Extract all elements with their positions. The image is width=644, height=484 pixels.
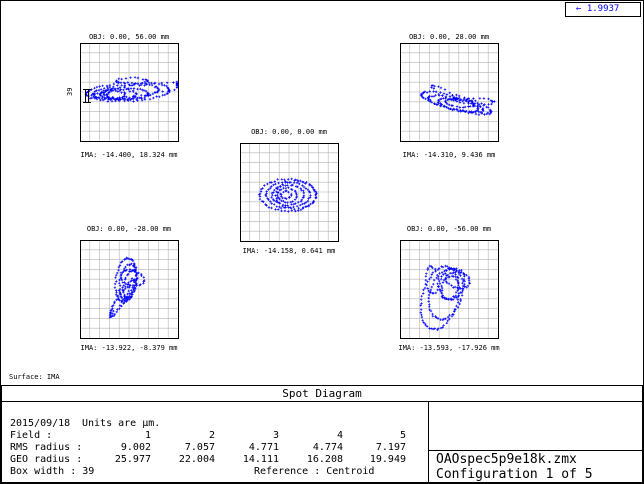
wavelength-badge-frame [565, 2, 641, 17]
surface-label: Surface: IMA [9, 373, 60, 381]
info-geo-label: GEO radius : [10, 454, 83, 465]
spot-grid-1 [80, 43, 178, 141]
info-fields-2: 2 [208, 430, 215, 441]
spot-grid-2 [400, 43, 498, 141]
spot-5-obj-label: OBJ: 0.00, -56.00 mm [406, 225, 492, 233]
scale-bar [83, 89, 91, 103]
spot-3-ima-label: IMA: -14.158, 0.641 mm [242, 247, 336, 255]
info-rms-4: 4.774 [312, 442, 343, 453]
footer-frame [1, 385, 643, 483]
info-field-label: Field : [10, 430, 53, 441]
info-rms-2: 7.057 [184, 442, 215, 453]
info-fields-5: 5 [399, 430, 406, 441]
spot-box-5 [400, 240, 499, 339]
spot-box-2 [400, 43, 499, 142]
spot-points-4 [108, 256, 146, 319]
info-date: 2015/09/18 [10, 418, 71, 429]
spot-4-obj-label: OBJ: 0.00, -28.00 mm [86, 225, 172, 233]
info-geo-5: 19.949 [369, 454, 406, 465]
wavelength-badge: ← 1.9937 [576, 4, 620, 14]
spot-box-4 [80, 240, 179, 339]
spot-frame-3 [240, 143, 339, 242]
info-box-label: Box width : 39 [10, 466, 95, 477]
spot-frame-1 [80, 43, 179, 142]
spot-2-ima-label: IMA: -14.310, 9.436 mm [402, 151, 496, 159]
info-rms-5: 7.197 [375, 442, 406, 453]
spot-points-3 [258, 177, 318, 213]
info-fields-4: 4 [336, 430, 343, 441]
info-geo-4: 16.208 [306, 454, 343, 465]
info-fields-1: 1 [144, 430, 151, 441]
spot-4-ima-label: IMA: -13.922, -8.379 mm [80, 344, 178, 352]
spot-grid-4 [80, 240, 178, 338]
info-fields-3: 3 [272, 430, 279, 441]
info-rms-1: 9.002 [120, 442, 151, 453]
info-geo-1: 25.977 [114, 454, 151, 465]
spot-frame-5 [400, 240, 499, 339]
spot-frame-2 [400, 43, 499, 142]
spot-points-5 [419, 264, 471, 332]
spot-5-ima-label: IMA: -13.593, -17.926 mm [398, 344, 500, 352]
spot-box-1 [80, 43, 179, 142]
spot-1-ima-label: IMA: -14.400, 18.324 mm [80, 151, 178, 159]
filename: OAOspec5p9e18k.zmx [436, 452, 577, 467]
footer-title: Spot Diagram [282, 387, 362, 400]
info-units: Units are µm. [82, 418, 161, 429]
spot-1-obj-label: OBJ: 0.00, 56.00 mm [88, 33, 170, 41]
scale-bar-label: 39 [66, 87, 74, 96]
spot-2-obj-label: OBJ: 0.00, 28.00 mm [408, 33, 490, 41]
info-geo-2: 22.004 [178, 454, 215, 465]
spot-3-obj-label: OBJ: 0.00, 0.00 mm [251, 128, 327, 136]
info-reference-label: Reference : Centroid [254, 466, 375, 477]
spot-points-1 [84, 76, 179, 103]
spot-box-3 [240, 143, 339, 242]
spot-grid-5 [400, 240, 498, 338]
info-rms-3: 4.771 [248, 442, 279, 453]
spot-frame-4 [80, 240, 179, 339]
info-geo-3: 14.111 [242, 454, 279, 465]
info-rms-label: RMS radius : [10, 442, 83, 453]
spot-points-2 [419, 84, 496, 116]
configuration: Configuration 1 of 5 [436, 467, 593, 482]
